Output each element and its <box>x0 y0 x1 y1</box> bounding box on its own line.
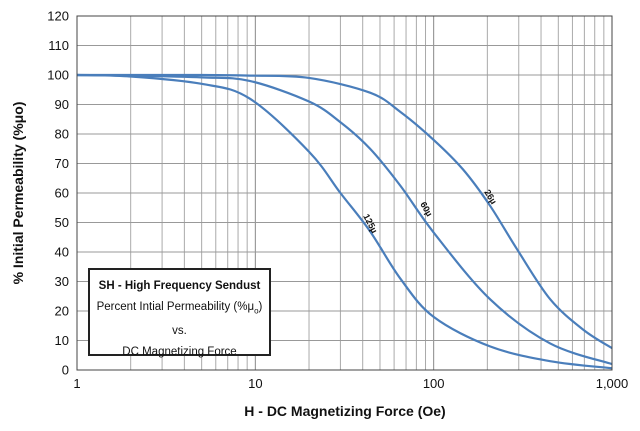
legend-line-2-text: Percent Intial Permeability (%μ <box>96 301 255 313</box>
y-tick-label: 20 <box>55 304 69 319</box>
y-tick-label: 10 <box>55 333 69 348</box>
legend-line-2-end: ) <box>258 301 263 313</box>
x-tick-label: 1,000 <box>596 376 629 391</box>
y-axis-ticks: 0 10 20 30 40 50 60 70 80 90 100 110 120 <box>47 9 69 378</box>
legend-title: SH - High Frequency Sendust <box>98 280 261 292</box>
legend-line-4: DC Magnetizing Force <box>122 346 237 359</box>
series-lines <box>76 73 613 370</box>
y-tick-label: 70 <box>55 156 69 171</box>
y-tick-label: 50 <box>55 215 69 230</box>
y-tick-label: 0 <box>62 363 69 378</box>
curve-label-26: 26µ <box>482 188 499 206</box>
y-tick-label: 40 <box>55 245 69 260</box>
y-tick-label: 120 <box>47 9 69 24</box>
x-axis-title: H - DC Magnetizing Force (Oe) <box>244 403 445 419</box>
x-tick-label: 1 <box>73 376 80 391</box>
y-tick-label: 90 <box>55 97 69 112</box>
legend-subscript: o <box>254 306 259 316</box>
y-axis-title: % Initial Permeability (%μo) <box>10 102 26 285</box>
x-axis-ticks: 1 10 100 1,000 <box>73 376 628 391</box>
y-tick-label: 30 <box>55 274 69 289</box>
x-tick-label: 10 <box>248 376 262 391</box>
series-line-1 <box>76 73 613 366</box>
series-line-0 <box>76 73 613 370</box>
y-tick-label: 80 <box>55 127 69 142</box>
legend-box: SH - High Frequency Sendust Percent Inti… <box>88 268 271 358</box>
series-line-2 <box>76 73 613 350</box>
y-tick-label: 100 <box>47 68 69 83</box>
y-tick-label: 60 <box>55 186 69 201</box>
x-tick-label: 100 <box>423 376 445 391</box>
legend-line-2: Percent Intial Permeability (%μo) <box>90 297 269 321</box>
y-tick-label: 110 <box>48 38 69 53</box>
plot-border <box>76 15 613 371</box>
legend-line-3: vs. <box>172 325 187 338</box>
